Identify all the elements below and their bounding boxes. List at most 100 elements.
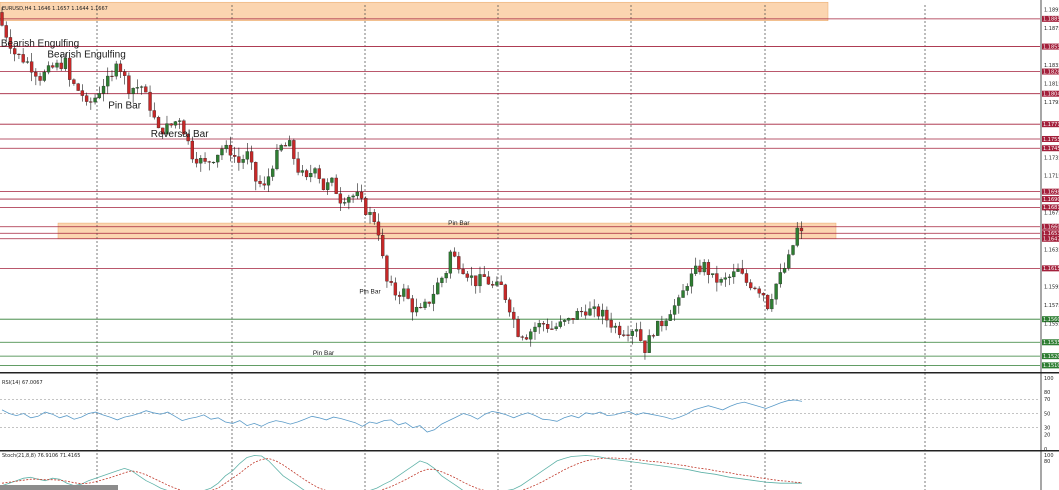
candle[interactable] [203, 158, 207, 162]
candle[interactable] [639, 329, 643, 341]
candle[interactable] [55, 62, 59, 68]
candle[interactable] [292, 140, 296, 159]
candle[interactable] [706, 262, 711, 275]
candle[interactable] [613, 325, 617, 328]
candle[interactable] [97, 93, 101, 99]
candle[interactable] [698, 265, 702, 273]
candle[interactable] [194, 158, 199, 164]
candle[interactable] [0, 12, 4, 26]
candle[interactable] [381, 235, 385, 257]
candle[interactable] [617, 325, 622, 335]
candle[interactable] [579, 310, 584, 313]
candle[interactable] [744, 273, 749, 283]
candle[interactable] [444, 273, 448, 279]
candle[interactable] [715, 273, 719, 283]
candle[interactable] [495, 281, 499, 286]
candle[interactable] [482, 274, 486, 277]
candle[interactable] [211, 161, 216, 164]
candle[interactable] [313, 168, 317, 174]
candle[interactable] [533, 326, 537, 332]
rsi-line[interactable] [1, 399, 803, 433]
candle[interactable] [110, 75, 114, 77]
candle[interactable] [59, 62, 63, 69]
candle[interactable] [224, 144, 228, 150]
candle[interactable] [643, 340, 647, 353]
candle[interactable] [359, 191, 364, 199]
candle[interactable] [524, 337, 529, 340]
candle[interactable] [651, 335, 656, 337]
candle[interactable] [182, 120, 186, 135]
candle[interactable] [207, 161, 211, 163]
candle[interactable] [727, 276, 732, 278]
candle[interactable] [309, 173, 313, 178]
candle[interactable] [461, 269, 465, 275]
candle[interactable] [486, 276, 491, 285]
candle[interactable] [736, 268, 740, 272]
candle[interactable] [338, 193, 343, 204]
candle[interactable] [550, 328, 554, 330]
candle[interactable] [499, 281, 503, 285]
candle[interactable] [732, 271, 736, 278]
candle[interactable] [271, 168, 275, 177]
horizontal-scrollbar[interactable] [0, 485, 118, 490]
candle[interactable] [558, 321, 563, 327]
candle[interactable] [241, 159, 245, 163]
candle[interactable] [567, 318, 571, 321]
candle[interactable] [436, 282, 440, 295]
candle[interactable] [4, 25, 8, 38]
candle[interactable] [17, 53, 21, 55]
candle[interactable] [592, 306, 596, 309]
candle[interactable] [503, 284, 508, 300]
candle[interactable] [131, 88, 135, 94]
candle[interactable] [677, 297, 681, 306]
candle[interactable] [710, 273, 715, 275]
candle[interactable] [68, 57, 72, 80]
candle[interactable] [228, 144, 233, 156]
candle[interactable] [448, 251, 453, 274]
candle[interactable] [761, 293, 766, 296]
candle[interactable] [29, 61, 34, 73]
candle[interactable] [368, 212, 372, 215]
candle[interactable] [364, 198, 368, 215]
candle[interactable] [634, 329, 639, 332]
candle[interactable] [156, 117, 161, 129]
candle[interactable] [397, 294, 402, 297]
candle[interactable] [799, 227, 804, 232]
candle[interactable] [440, 277, 444, 283]
candle[interactable] [601, 309, 605, 317]
candle[interactable] [287, 140, 292, 147]
candle[interactable] [148, 91, 152, 111]
candle[interactable] [355, 191, 359, 197]
candle[interactable] [410, 298, 414, 313]
candle[interactable] [63, 57, 68, 69]
candle[interactable] [664, 320, 668, 327]
candle[interactable] [622, 334, 626, 336]
candle[interactable] [419, 306, 423, 309]
candle[interactable] [507, 299, 512, 313]
candle[interactable] [173, 121, 178, 126]
candle[interactable] [719, 279, 723, 283]
candle[interactable] [342, 202, 347, 204]
candle[interactable] [757, 288, 761, 294]
candle[interactable] [469, 275, 474, 278]
candle[interactable] [139, 86, 144, 88]
candle[interactable] [787, 254, 791, 269]
candle[interactable] [478, 274, 482, 287]
candle[interactable] [334, 177, 338, 194]
candle[interactable] [672, 305, 677, 315]
candle[interactable] [46, 65, 51, 73]
candle[interactable] [541, 323, 546, 325]
candle[interactable] [178, 120, 182, 122]
candle[interactable] [51, 65, 55, 68]
candle[interactable] [347, 196, 351, 203]
candle[interactable] [389, 281, 393, 283]
candle[interactable] [694, 265, 698, 274]
candle[interactable] [25, 61, 30, 63]
candle[interactable] [144, 86, 148, 93]
candle[interactable] [304, 170, 309, 178]
candle[interactable] [452, 251, 457, 257]
candle[interactable] [232, 155, 237, 157]
